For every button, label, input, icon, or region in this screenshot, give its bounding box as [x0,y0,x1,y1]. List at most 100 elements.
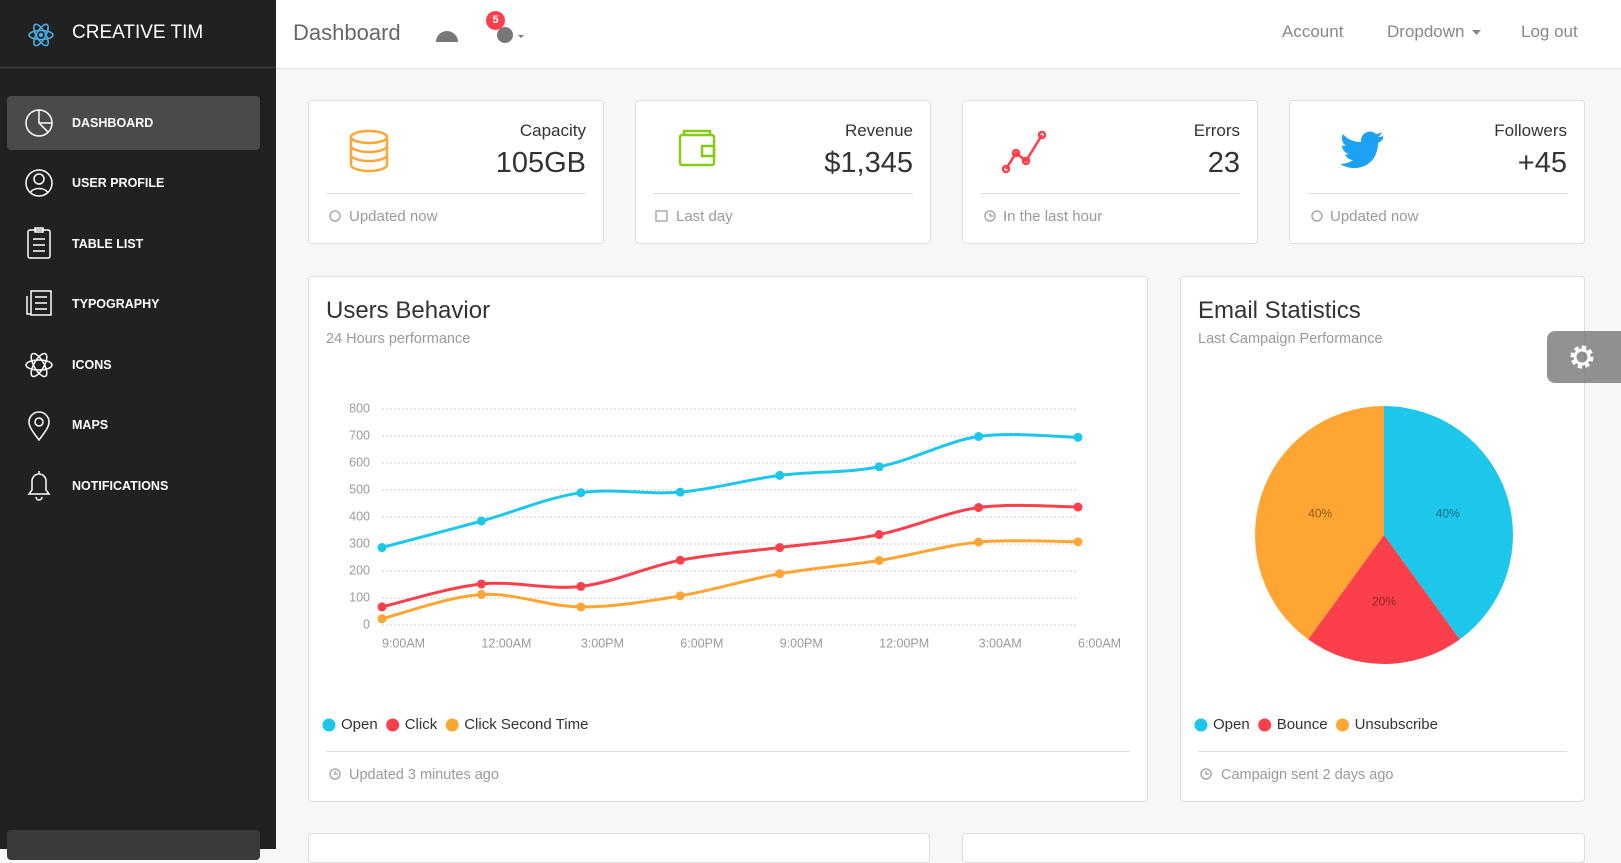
nav-item[interactable]: TYPOGRAPHY [72,297,160,311]
chart-card: Users Behavior 24 Hours performance 0 100… [308,276,1148,802]
caret [1472,30,1481,35]
navbar-title[interactable]: Dashboard [293,20,401,45]
chart-title: Email Statistics [1198,297,1361,324]
x-tick-label: 9:00PM [780,636,823,650]
x-tick-label: 3:00AM [979,636,1022,650]
chart-subtitle: 24 Hours performance [326,331,471,347]
data-point [476,589,486,599]
legend-label: Open [1213,716,1250,733]
nav-item[interactable]: NOTIFICATIONS [72,479,169,493]
legend-label: Click Second Time [464,716,588,733]
legend-marker [322,718,336,732]
x-tick-label: 6:00AM [1078,636,1121,650]
data-point [874,555,884,565]
data-point [377,614,387,624]
gear-icon [1570,345,1594,369]
series-line [381,539,1079,621]
data-point [1073,432,1083,442]
nav-item[interactable]: MAPS [72,418,109,432]
data-point [377,602,387,612]
chart-card: Email Statistics Last Campaign Performan… [1180,276,1585,802]
nav-item[interactable]: ICONS [72,358,112,372]
data-point [775,569,785,579]
legend-marker [1336,718,1350,732]
x-tick-label: 9:00AM [382,636,425,650]
data-point [775,470,785,480]
x-tick-label: 6:00PM [680,636,723,650]
stat-card: Revenue $1,345 Last day [635,100,931,244]
divider [1198,751,1567,752]
data-point [775,543,785,553]
brand-logo [28,23,54,47]
stat-icon [678,129,716,167]
stat-card: Errors 23 In the last hour [962,100,1258,244]
stat-footer: Updated now [1330,208,1419,225]
x-tick-label: 3:00PM [581,636,624,650]
pie-slice [1308,535,1460,664]
data-point [974,537,984,547]
data-point [1073,502,1083,512]
slice-label: 20% [1372,594,1396,608]
nav-item[interactable]: USER PROFILE [72,176,165,190]
legend-label: Open [341,716,378,733]
divider [0,67,276,68]
pie-slice [1384,406,1513,640]
brand-name[interactable]: CREATIVE TIM [72,22,204,43]
divider [653,193,913,194]
footer-icons [329,210,1323,780]
stat-label: Capacity [519,121,586,140]
stat-label: Revenue [844,121,913,140]
y-tick-label: 200 [349,563,370,577]
chart-title: Users Behavior [326,297,491,324]
series-line [381,503,1079,609]
y-tick-label: 700 [349,428,370,442]
nav-link[interactable]: Log out [1521,22,1578,41]
legend-marker [386,718,400,732]
y-tick-label: 300 [349,536,370,550]
card [308,833,930,863]
nav-more[interactable] [7,830,260,860]
legend-label: Bounce [1277,716,1328,733]
data-point [675,487,685,497]
chart: 40% 20% 40% Open Bounce Unsubscribe [1194,406,1513,733]
nav-link[interactable]: Account [1282,22,1344,41]
data-point [675,591,685,601]
chart-subtitle: Last Campaign Performance [1198,331,1383,347]
y-tick-label: 800 [349,401,370,415]
divider [326,751,1130,752]
stat-icon [349,129,389,173]
chart-footer: Updated 3 minutes ago [349,767,499,783]
stat-value: 105GB [495,147,586,179]
chart-footer: Campaign sent 2 days ago [1221,767,1394,783]
data-point [377,543,387,553]
data-point [476,516,486,526]
x-tick-label: 12:00PM [879,636,929,650]
nav-link[interactable]: Dropdown [1387,22,1465,41]
navbar-icons[interactable] [435,20,555,50]
nav-item[interactable]: TABLE LIST [72,237,144,251]
stat-footer: In the last hour [1003,208,1103,225]
stat-label: Followers [1494,121,1567,140]
sidebar: CREATIVE TIM DASHBOARD USER PROFILE TABL… [0,0,276,860]
y-tick-label: 0 [363,617,370,631]
nav-item[interactable]: DASHBOARD [72,116,154,130]
data-point [576,581,586,591]
legend-marker [1194,718,1208,732]
stat-card: Capacity 105GB Updated now [308,100,604,244]
pie-slice [1255,406,1384,640]
series-line [381,433,1079,549]
stat-icon [1341,131,1383,168]
stat-footer: Updated now [349,208,438,225]
stat-value: +45 [1517,147,1567,179]
badge: 5 [486,11,505,30]
stat-value: $1,345 [824,147,913,179]
divider [980,193,1240,194]
card [962,833,1585,863]
data-point [675,555,685,565]
stat-footer: Last day [676,208,733,225]
legend-marker [445,718,459,732]
data-point [974,503,984,513]
chart: 0 100 200 300 400 500 600 700 800 9:00AM 12:00AM 3:… [322,401,1121,733]
settings-tab[interactable] [1547,331,1621,383]
